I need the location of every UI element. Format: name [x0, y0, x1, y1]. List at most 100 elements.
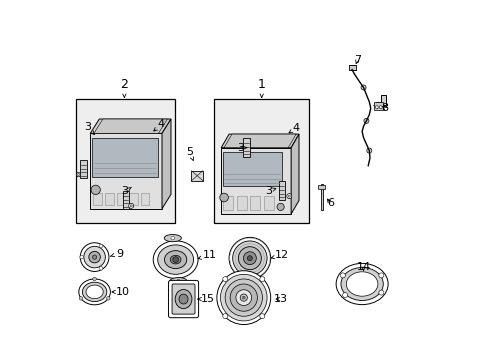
Circle shape — [340, 273, 345, 278]
Bar — [122, 191, 129, 210]
Text: 7: 7 — [353, 55, 360, 65]
Circle shape — [238, 247, 261, 270]
Text: 3: 3 — [236, 143, 246, 153]
Bar — [214, 99, 308, 223]
Polygon shape — [94, 119, 167, 134]
Bar — [264, 196, 273, 211]
Circle shape — [360, 85, 366, 90]
Polygon shape — [221, 134, 298, 148]
Text: 3: 3 — [265, 186, 275, 196]
Circle shape — [171, 236, 174, 240]
Polygon shape — [162, 119, 171, 209]
Circle shape — [277, 203, 284, 211]
Circle shape — [223, 276, 227, 282]
Circle shape — [176, 279, 180, 283]
Circle shape — [240, 294, 247, 301]
Ellipse shape — [335, 264, 387, 305]
Polygon shape — [372, 95, 386, 107]
Circle shape — [130, 205, 132, 207]
Circle shape — [235, 290, 251, 306]
Circle shape — [219, 193, 228, 202]
Circle shape — [379, 106, 382, 109]
Text: 15: 15 — [198, 294, 215, 304]
Circle shape — [77, 174, 80, 176]
Circle shape — [286, 194, 291, 199]
Circle shape — [99, 244, 102, 248]
Text: 3: 3 — [122, 186, 131, 197]
Ellipse shape — [170, 255, 181, 264]
Circle shape — [259, 276, 264, 282]
Text: 2: 2 — [120, 78, 128, 98]
Bar — [348, 65, 355, 69]
Polygon shape — [224, 134, 296, 148]
Bar — [221, 148, 290, 214]
Bar — [117, 193, 125, 205]
Circle shape — [228, 237, 270, 279]
Ellipse shape — [86, 285, 103, 299]
Ellipse shape — [340, 267, 383, 301]
Bar — [105, 193, 114, 205]
Ellipse shape — [169, 278, 187, 285]
Bar — [243, 138, 249, 157]
Circle shape — [76, 172, 81, 177]
Bar — [128, 193, 137, 205]
Circle shape — [79, 297, 82, 300]
Bar — [191, 171, 203, 181]
Ellipse shape — [82, 282, 106, 302]
Circle shape — [220, 274, 266, 321]
Circle shape — [342, 293, 347, 298]
Circle shape — [232, 241, 266, 275]
Bar — [236, 196, 246, 211]
Circle shape — [247, 256, 252, 261]
Bar — [80, 159, 86, 178]
Circle shape — [80, 255, 83, 259]
Bar — [223, 152, 282, 186]
Circle shape — [99, 266, 102, 270]
Circle shape — [92, 255, 97, 259]
Text: 11: 11 — [198, 250, 216, 260]
Circle shape — [243, 252, 256, 265]
Polygon shape — [90, 119, 171, 134]
Circle shape — [378, 273, 383, 278]
Circle shape — [363, 118, 368, 123]
Circle shape — [242, 296, 244, 299]
Text: 9: 9 — [110, 248, 123, 258]
Bar — [93, 193, 102, 205]
Circle shape — [172, 257, 178, 262]
Bar — [318, 185, 324, 189]
Text: 8: 8 — [381, 103, 388, 113]
Bar — [373, 102, 383, 110]
Text: 6: 6 — [326, 198, 333, 208]
Ellipse shape — [346, 272, 377, 296]
Text: 3: 3 — [84, 122, 94, 135]
Circle shape — [259, 314, 264, 319]
FancyBboxPatch shape — [168, 280, 198, 318]
FancyBboxPatch shape — [172, 284, 195, 314]
Ellipse shape — [179, 294, 188, 304]
Bar — [250, 196, 260, 211]
Bar — [92, 138, 158, 177]
Circle shape — [91, 185, 100, 194]
Circle shape — [223, 314, 227, 319]
Bar — [140, 193, 149, 205]
Ellipse shape — [79, 279, 110, 305]
Circle shape — [80, 243, 109, 271]
Circle shape — [378, 290, 383, 295]
Circle shape — [106, 297, 110, 300]
Text: 5: 5 — [186, 147, 193, 161]
Ellipse shape — [158, 245, 193, 274]
Bar — [223, 196, 233, 211]
Text: 12: 12 — [271, 250, 288, 260]
Circle shape — [89, 251, 100, 263]
Text: 4: 4 — [153, 120, 164, 131]
Ellipse shape — [153, 241, 198, 278]
Bar — [76, 99, 174, 223]
Circle shape — [287, 195, 290, 197]
Ellipse shape — [164, 234, 181, 242]
Polygon shape — [290, 134, 298, 214]
Bar — [90, 134, 162, 209]
Circle shape — [83, 246, 105, 268]
Circle shape — [93, 277, 96, 281]
Text: 1: 1 — [257, 78, 265, 98]
Text: 4: 4 — [288, 123, 300, 133]
